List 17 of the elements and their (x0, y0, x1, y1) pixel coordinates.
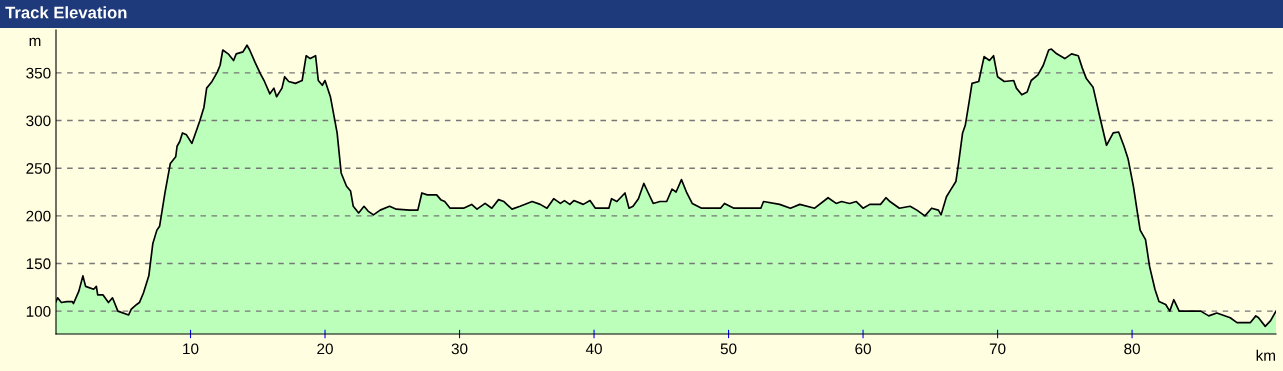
x-tick-label: 60 (855, 343, 871, 355)
x-tick-label: 50 (720, 343, 737, 355)
y-tick-label: 350 (26, 67, 51, 79)
x-tick-label: 40 (585, 343, 602, 355)
y-tick-label: 100 (26, 306, 51, 317)
x-tick-label: 30 (451, 343, 468, 355)
y-tick-label: 250 (26, 163, 51, 174)
x-axis-title: km (1256, 349, 1275, 361)
x-tick-label: 80 (1124, 343, 1140, 355)
x-tick-label: 70 (989, 343, 1006, 355)
y-tick-label: 150 (26, 258, 51, 270)
y-tick-label: 200 (26, 210, 51, 222)
y-tick-label: 300 (26, 115, 51, 127)
x-tick-label: 10 (183, 343, 199, 355)
x-tick-label: 20 (317, 343, 333, 355)
y-axis-title: m (29, 37, 41, 46)
chart-title: Track Elevation (5, 6, 127, 19)
